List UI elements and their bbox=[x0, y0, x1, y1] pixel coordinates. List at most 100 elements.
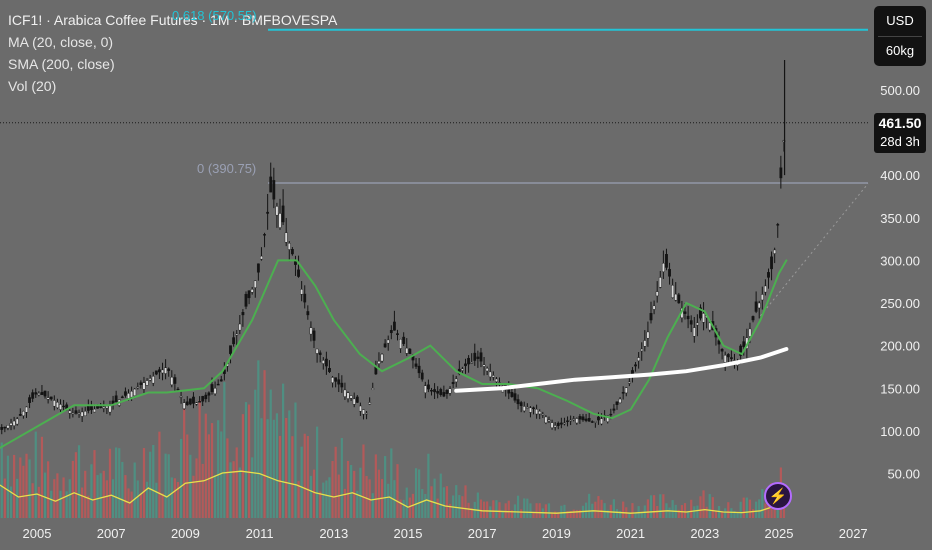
y-tick-label: 200.00 bbox=[880, 339, 920, 354]
candle-body bbox=[671, 285, 675, 298]
sma200-line bbox=[454, 347, 789, 393]
volume-bar bbox=[408, 497, 411, 518]
volume-bar bbox=[232, 461, 235, 518]
candle-body bbox=[195, 402, 198, 405]
volume-bar bbox=[708, 494, 711, 518]
volume-bar bbox=[560, 505, 563, 518]
volume-bar bbox=[136, 480, 139, 518]
volume-ma-path bbox=[0, 470, 787, 514]
volume-bar bbox=[445, 486, 449, 518]
candle-body bbox=[665, 254, 668, 268]
volume-bar bbox=[111, 479, 115, 518]
trend-extension[interactable] bbox=[760, 183, 869, 317]
candle-body bbox=[587, 418, 591, 422]
candle-body bbox=[590, 421, 594, 423]
candle-body bbox=[538, 411, 542, 415]
volume-bar bbox=[25, 453, 28, 518]
candle-body bbox=[179, 396, 183, 398]
volume-bar bbox=[263, 370, 266, 518]
volume-bar bbox=[421, 489, 424, 518]
volume-bar bbox=[442, 487, 445, 518]
candle-body bbox=[352, 398, 356, 405]
volume-bar bbox=[603, 503, 606, 518]
candle-body bbox=[649, 313, 653, 321]
volume-bar bbox=[374, 454, 377, 518]
volume-bar bbox=[346, 460, 350, 518]
volume-bar bbox=[597, 496, 600, 518]
volume-bar bbox=[47, 461, 50, 518]
volume-bar bbox=[377, 469, 381, 518]
legend: ICF1! · Arabica Coffee Futures · 1M · BM… bbox=[8, 9, 337, 97]
volume-bar bbox=[563, 504, 566, 518]
volume-bar bbox=[677, 509, 680, 518]
x-tick-label: 2017 bbox=[468, 526, 497, 541]
indicator-ma20[interactable]: MA (20, close, 0) bbox=[8, 34, 114, 50]
candle-body bbox=[334, 377, 338, 382]
candle-body bbox=[368, 402, 372, 405]
volume-bar bbox=[309, 475, 313, 518]
volume-bar bbox=[671, 500, 674, 518]
volume-bar bbox=[532, 512, 535, 518]
candle-body bbox=[142, 382, 146, 390]
candle-body bbox=[207, 392, 211, 396]
candle-body bbox=[362, 409, 365, 415]
candle-body bbox=[668, 268, 671, 277]
candle-body bbox=[201, 395, 205, 402]
candle-body bbox=[566, 420, 569, 422]
volume-bar bbox=[223, 382, 226, 518]
volume-bar bbox=[139, 493, 142, 518]
candle-body bbox=[21, 411, 25, 416]
candle-body bbox=[544, 416, 548, 424]
candle-body bbox=[513, 393, 517, 401]
y-tick-label: 50.00 bbox=[887, 467, 920, 482]
candle-body bbox=[723, 355, 727, 363]
volume-bar bbox=[652, 495, 656, 518]
candle-body bbox=[491, 375, 495, 378]
volume-bar bbox=[118, 448, 121, 518]
y-tick-label: 500.00 bbox=[880, 83, 920, 98]
volume-bar bbox=[600, 499, 603, 518]
volume-bar bbox=[56, 473, 59, 518]
volume-bar bbox=[65, 491, 68, 518]
volume-bar bbox=[257, 360, 260, 518]
volume-bar bbox=[702, 490, 705, 518]
volume-bar bbox=[316, 426, 319, 518]
candle-body bbox=[695, 322, 699, 326]
candle-body bbox=[219, 379, 223, 382]
lightning-icon[interactable]: ⚡ bbox=[764, 482, 792, 510]
candle-body bbox=[720, 348, 724, 352]
last-price-value: 461.50 bbox=[878, 114, 922, 131]
volume-bar bbox=[526, 498, 529, 518]
candle-body bbox=[297, 269, 300, 277]
indicator-sma200[interactable]: SMA (200, close) bbox=[8, 56, 115, 72]
candle-body bbox=[624, 387, 628, 394]
candle-body bbox=[529, 407, 532, 413]
volume-bar bbox=[578, 509, 581, 518]
volume-bar bbox=[547, 503, 551, 518]
candle-body bbox=[337, 379, 341, 385]
fib-label-0618: 0.618 (570.55) bbox=[172, 7, 257, 23]
candle-body bbox=[584, 418, 588, 421]
candle-body bbox=[148, 378, 152, 381]
volume-bar bbox=[618, 510, 622, 518]
volume-bar bbox=[96, 475, 99, 518]
candle-body bbox=[324, 358, 328, 367]
volume-bar bbox=[325, 480, 328, 518]
candle-body bbox=[510, 392, 514, 397]
candle-body bbox=[229, 345, 232, 355]
candle-body bbox=[535, 409, 539, 415]
volume-bar bbox=[640, 512, 643, 518]
volume-bar bbox=[495, 500, 498, 518]
volume-bar bbox=[705, 506, 708, 518]
volume-bar bbox=[272, 419, 275, 518]
candle-body bbox=[383, 343, 387, 348]
chart-title[interactable]: ICF1! · Arabica Coffee Futures · 1M · BM… bbox=[8, 12, 338, 28]
candle-body bbox=[250, 289, 254, 293]
currency-selector[interactable]: USD 60kg bbox=[874, 6, 926, 66]
volume-bar bbox=[510, 510, 513, 518]
indicator-volume[interactable]: Vol (20) bbox=[8, 78, 57, 94]
candle-body bbox=[358, 405, 362, 412]
volume-bar bbox=[90, 464, 93, 518]
candle-body bbox=[770, 256, 773, 270]
